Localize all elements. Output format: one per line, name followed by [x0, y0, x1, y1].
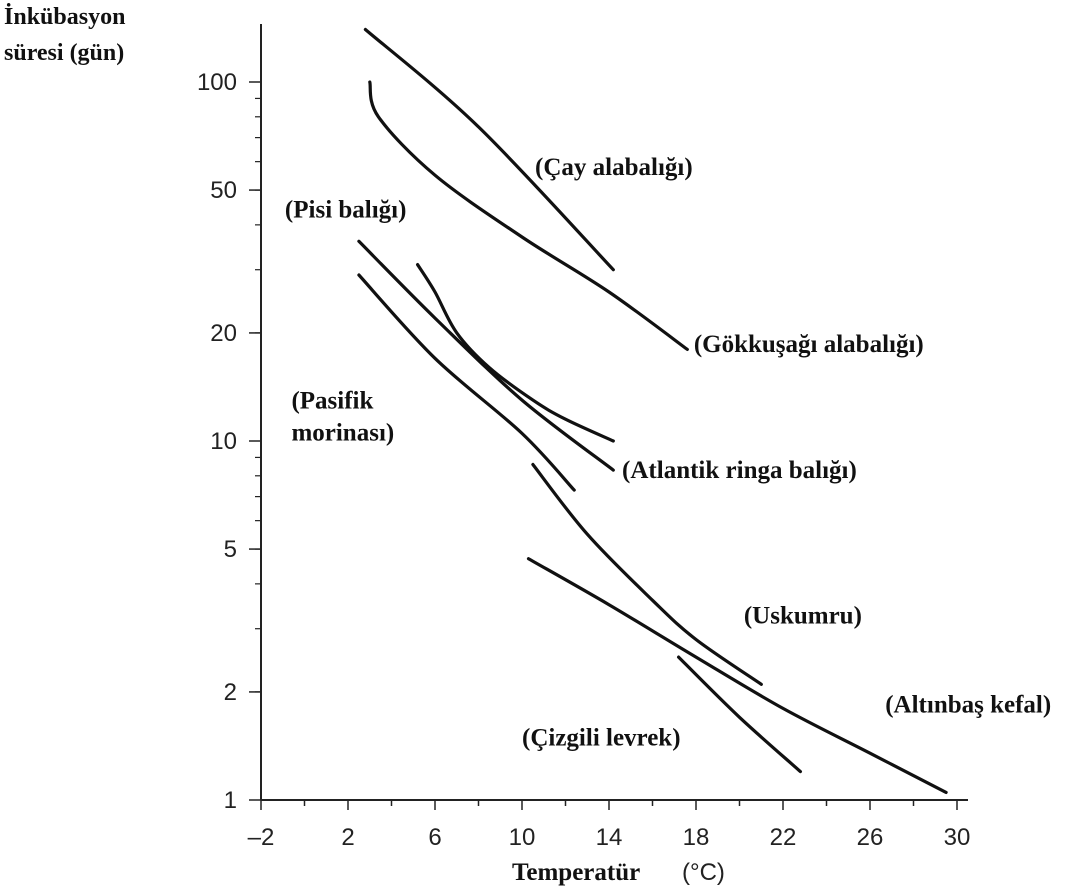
y-tick-label: 100 — [197, 69, 237, 96]
series-label-3: (Pasifik morinası) — [291, 388, 394, 447]
series-label-4: (Atlantik ringa balığı) — [622, 457, 857, 484]
x-axis-title-text: Temperatür — [512, 859, 640, 886]
series-label-line: (Çizgili levrek) — [522, 724, 681, 751]
series-label-2: (Pisi balığı) — [285, 196, 407, 223]
series-line-5 — [531, 462, 763, 686]
series-label-line: (Pasifik — [291, 388, 373, 415]
series-label-1: (Gökkuşağı alabalığı) — [694, 331, 924, 358]
x-tick-label: 22 — [770, 824, 797, 851]
x-axis-title: Temperatür (°C) — [512, 859, 725, 886]
series-label-5: (Uskumru) — [744, 603, 862, 630]
x-tick-label: 6 — [428, 824, 441, 851]
series-label-line: (Uskumru) — [744, 603, 862, 630]
x-tick-label: 10 — [509, 824, 536, 851]
series-label-6: (Altınbaş kefal) — [885, 692, 1051, 719]
series-label-7: (Çizgili levrek) — [522, 724, 681, 751]
series-label-0: (Çay alabalığı) — [535, 154, 693, 181]
data-curves — [357, 27, 948, 794]
series-label-line: morinası) — [291, 420, 394, 447]
series-line-0 — [363, 27, 615, 272]
series-line-4 — [416, 263, 615, 443]
x-tick-label: 18 — [683, 824, 710, 851]
series-label-line: (Gökkuşağı alabalığı) — [694, 331, 924, 358]
y-tick-label: 2 — [224, 679, 237, 706]
series-line-1 — [368, 80, 689, 351]
x-tick-label: 30 — [944, 824, 971, 851]
y-tick-label: 5 — [224, 536, 237, 563]
x-tick-label: 2 — [341, 824, 354, 851]
y-tick-label: 50 — [210, 177, 237, 204]
series-label-line: (Altınbaş kefal) — [885, 692, 1051, 719]
series-line-6 — [526, 557, 948, 794]
y-tick-label: 1 — [224, 787, 237, 814]
series-line-2 — [357, 239, 615, 472]
x-tick-label: –2 — [248, 824, 275, 851]
series-line-3 — [357, 273, 576, 492]
x-axis-unit-text: (°C) — [682, 859, 725, 886]
series-line-7 — [677, 655, 802, 774]
curve-labels: (Çay alabalığı) (Gökkuşağı alabalığı) (Pis… — [285, 154, 1051, 751]
y-axis-title-line-1: İnkübasyon — [4, 4, 126, 30]
series-label-line: (Atlantik ringa balığı) — [622, 457, 857, 484]
y-tick-label: 10 — [210, 428, 237, 455]
x-tick-label: 26 — [857, 824, 884, 851]
x-tick-label: 14 — [596, 824, 623, 851]
y-axis-title-line-2: süresi (gün) — [4, 40, 125, 66]
series-label-line: (Çay alabalığı) — [535, 154, 693, 181]
y-tick-label: 20 — [210, 320, 237, 347]
series-label-line: (Pisi balığı) — [285, 196, 407, 223]
